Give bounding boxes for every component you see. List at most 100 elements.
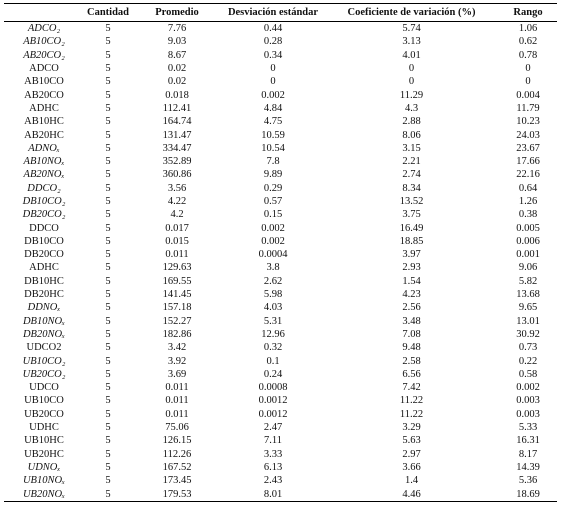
cell: 9.65	[518, 302, 538, 314]
cell: 352.89	[162, 156, 192, 168]
cell: 0.002	[261, 222, 285, 234]
cell: 5	[105, 23, 111, 35]
data-table: Cantidad Promedio Desviación estándar Coefi…	[4, 3, 557, 502]
header-row: Cantidad Promedio Desviación estándar Coefi…	[4, 3, 557, 22]
row-label: DDCO₂	[27, 182, 61, 194]
cell: 4.84	[263, 102, 283, 114]
cell: 4.01	[402, 49, 421, 61]
table-row: DDNOₓ 5 157.18 4.03 2.56 9.65	[4, 301, 557, 314]
cell: 9.48	[402, 342, 421, 354]
table-row: UB10HC 5 126.15 7.11 5.63 16.31	[4, 434, 557, 447]
cell: 5.36	[518, 475, 538, 487]
cell: 0.0012	[258, 395, 288, 407]
cell: 0.011	[165, 395, 189, 407]
row-label: UB20HC	[24, 448, 64, 460]
cell: 0.018	[165, 89, 189, 101]
cell: 179.53	[132, 487, 222, 502]
header-cell: Rango	[499, 3, 557, 22]
cell: 3.15	[402, 142, 421, 154]
cell: 4.23	[402, 289, 421, 301]
cell: 11.22	[399, 395, 424, 407]
row-label: AB10CO	[24, 76, 64, 88]
cell: 5	[84, 487, 132, 502]
row-label: AB20NOₓ	[23, 169, 65, 181]
table-row: DB10CO₂ 5 4.22 0.57 13.52 1.26	[4, 195, 557, 208]
cell: 0.011	[165, 249, 189, 261]
cell: 8.67	[167, 49, 187, 61]
cell: 0	[270, 63, 276, 75]
row-label: DB10CO₂	[22, 196, 66, 207]
cell: 0.015	[165, 235, 189, 247]
table-body: ADCO₂ 5 7.76 0.44 5.74 1.06 AB10CO₂ 5 9.03 0.28 3.…	[4, 22, 557, 502]
table-row: DB10CO 5 0.015 0.002 18.85 0.006	[4, 235, 557, 248]
row-label: DB10CO	[24, 235, 64, 247]
cell: 16.49	[399, 222, 424, 234]
page: Cantidad Promedio Desviación estándar Coefi…	[0, 3, 561, 520]
cell: 0.29	[263, 182, 283, 194]
row-label: ADNOₓ	[28, 142, 60, 154]
cell: 0.22	[518, 355, 538, 367]
cell: 4.75	[263, 116, 283, 128]
table-row: UDNOₓ 5 167.52 6.13 3.66 14.39	[4, 461, 557, 474]
cell: 4.03	[263, 302, 283, 314]
cell: 112.26	[162, 448, 192, 460]
cell: 1.54	[402, 275, 421, 287]
cell: 5	[105, 89, 111, 101]
row-label: UDNOₓ	[27, 461, 61, 473]
cell: 3.92	[167, 355, 187, 367]
row-label: UB20CO₂	[22, 368, 66, 380]
table-row: UB20CO 5 0.011 0.0012 11.22 0.003	[4, 408, 557, 421]
table-row: AB10CO₂ 5 9.03 0.28 3.13 0.62	[4, 35, 557, 48]
cell: 2.62	[263, 275, 283, 287]
table-row: ADHC 5 129.63 3.8 2.93 9.06	[4, 261, 557, 274]
cell: 23.67	[516, 142, 540, 154]
cell: 13.01	[516, 315, 540, 327]
cell: 112.41	[162, 102, 192, 114]
cell: 5	[105, 102, 111, 114]
cell: 167.52	[162, 461, 192, 473]
table-row: UDCO2 5 3.42 0.32 9.48 0.73	[4, 341, 557, 354]
row-label: AB10HC	[24, 116, 64, 128]
table-row: AB10HC 5 164.74 4.75 2.88 10.23	[4, 115, 557, 128]
cell: 75.06	[165, 422, 189, 434]
cell: 0.34	[263, 49, 283, 61]
table-row: AB20NOₓ 5 360.86 9.89 2.74 22.16	[4, 168, 557, 181]
row-label: UB10HC	[24, 435, 64, 447]
cell: 1.26	[518, 196, 538, 207]
row-label: UDCO	[29, 382, 59, 394]
row-label: ADHC	[29, 262, 59, 274]
cell: 24.03	[516, 129, 540, 141]
cell: 5	[105, 222, 111, 234]
table-row: AB10NOₓ 5 352.89 7.8 2.21 17.66	[4, 155, 557, 168]
cell: 5	[105, 36, 111, 48]
table-row: DDCO₂ 5 3.56 0.29 8.34 0.64	[4, 182, 557, 195]
cell: 5	[105, 63, 111, 75]
cell: 3.33	[263, 448, 283, 460]
cell: 173.45	[162, 475, 192, 487]
cell: 2.58	[402, 355, 421, 367]
cell: 0.64	[518, 182, 538, 194]
cell: 5	[105, 196, 111, 207]
cell: 3.97	[402, 249, 421, 261]
cell: 9.06	[518, 262, 538, 274]
cell: 14.39	[516, 461, 540, 473]
cell: 8.34	[402, 182, 421, 194]
cell: 11.29	[399, 89, 424, 101]
row-label: DB10HC	[24, 275, 64, 287]
cell: 5	[105, 49, 111, 61]
cell: 5	[105, 249, 111, 261]
row-label: ADCO	[29, 63, 59, 75]
table-row: ADCO₂ 5 7.76 0.44 5.74 1.06	[4, 22, 557, 36]
cell: 0.02	[167, 76, 187, 88]
cell: 0.003	[516, 395, 540, 407]
row-label: UB10CO₂	[22, 355, 66, 367]
cell: 2.88	[402, 116, 421, 128]
cell: 2.56	[402, 302, 421, 314]
table-row: AB20CO₂ 5 8.67 0.34 4.01 0.78	[4, 49, 557, 62]
cell: 5	[105, 448, 111, 460]
cell: 2.21	[402, 156, 421, 168]
table-row: UDHC 5 75.06 2.47 3.29 5.33	[4, 421, 557, 434]
cell: 3.56	[167, 182, 187, 194]
cell: 4.3	[404, 102, 419, 114]
cell: 2.43	[263, 475, 283, 487]
